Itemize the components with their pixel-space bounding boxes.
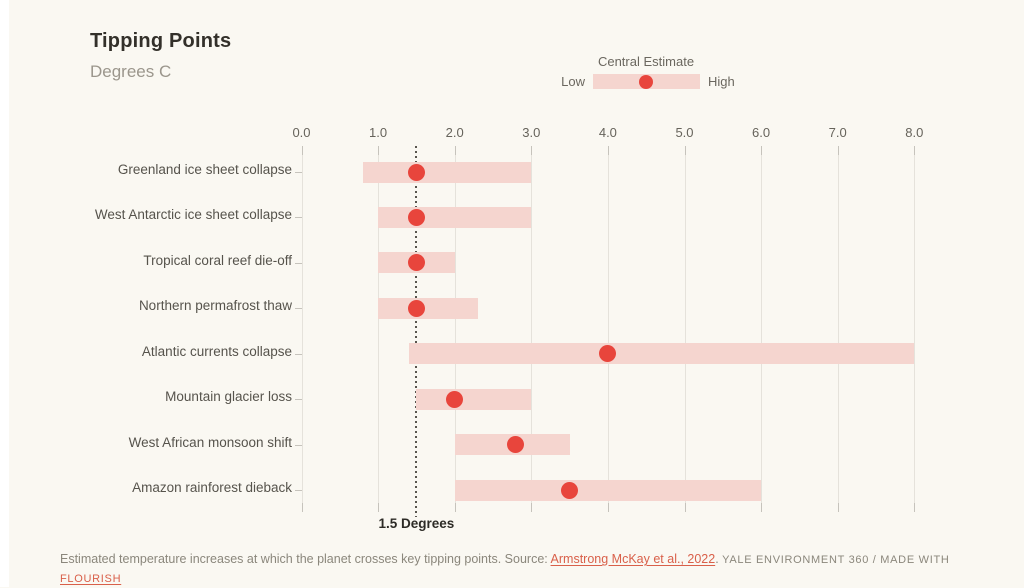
category-tick: [295, 444, 302, 446]
x-axis-tick-label: 1.0: [369, 125, 388, 140]
footer-caption: Estimated temperature increases at which…: [60, 550, 990, 588]
legend-high-label: High: [708, 74, 735, 89]
central-estimate-dot: [599, 345, 617, 363]
gridline: [684, 146, 686, 512]
x-axis-tick-label: 0.0: [292, 125, 311, 140]
category-label: Amazon rainforest dieback: [132, 480, 292, 496]
footer-after-link: .: [715, 552, 723, 566]
x-axis-tick: [837, 146, 839, 155]
central-estimate-dot: [446, 390, 464, 408]
category-label: Tropical coral reef die-off: [143, 252, 292, 268]
category-label: Greenland ice sheet collapse: [117, 162, 292, 177]
range-bar: [362, 161, 532, 183]
gridline: [914, 146, 916, 512]
legend-central-estimate-dot: [639, 75, 653, 89]
category-tick: [295, 217, 302, 219]
central-estimate-dot: [407, 254, 425, 272]
category-tick: [295, 308, 302, 310]
category-tick: [295, 490, 302, 492]
central-estimate-dot: [507, 436, 525, 454]
x-axis-tick-label: 3.0: [522, 125, 541, 140]
x-axis-tick: [301, 146, 303, 155]
central-estimate-dot: [407, 208, 425, 226]
x-axis-tick: [531, 503, 533, 512]
x-axis-tick: [378, 146, 380, 155]
x-axis-tick: [761, 503, 763, 512]
central-estimate-dot: [407, 299, 425, 317]
chart-subtitle: Degrees C: [90, 62, 172, 81]
gridline: [607, 146, 609, 512]
x-axis-tick: [454, 503, 456, 512]
gridline: [837, 146, 839, 512]
category-tick: [295, 262, 302, 264]
flourish-link[interactable]: FLOURISH: [60, 573, 122, 585]
category-label: West African monsoon shift: [128, 434, 292, 450]
category-tick: [295, 172, 302, 173]
x-axis-tick: [914, 146, 916, 155]
x-axis-tick-label: 7.0: [828, 125, 847, 140]
legend-low-label: Low: [561, 74, 585, 89]
x-axis-tick-label: 8.0: [905, 125, 924, 140]
x-axis-tick-label: 4.0: [598, 125, 617, 140]
x-axis-tick: [761, 146, 763, 155]
x-axis-tick-label: 5.0: [675, 125, 694, 140]
chart-title: Tipping Points: [90, 30, 232, 52]
gridline: [378, 146, 380, 512]
x-axis-tick-label: 2.0: [445, 125, 464, 140]
attribution-text: YALE ENVIRONMENT 360 / MADE WITH: [722, 554, 950, 566]
range-bar: [378, 206, 532, 228]
gridline: [301, 146, 303, 512]
x-axis-tick: [607, 503, 609, 512]
x-axis-tick: [684, 503, 686, 512]
x-axis-tick: [914, 503, 916, 512]
category-label: Atlantic currents collapse: [141, 343, 292, 359]
category-label: Mountain glacier loss: [165, 389, 292, 405]
gridline: [531, 146, 533, 512]
category-tick: [295, 353, 302, 355]
threshold-label: 1.5 Degrees: [378, 516, 455, 531]
central-estimate-dot: [407, 163, 425, 181]
range-bar: [408, 343, 915, 365]
range-bar: [454, 479, 762, 501]
footer-text: Estimated temperature increases at which…: [60, 552, 551, 566]
x-axis-tick: [378, 503, 380, 512]
x-axis-tick: [684, 146, 686, 155]
category-label: Northern permafrost thaw: [138, 298, 292, 314]
category-tick: [295, 399, 302, 401]
legend-title: Central Estimate: [597, 54, 695, 69]
gridline: [454, 146, 456, 512]
central-estimate-dot: [561, 481, 579, 499]
threshold-line: [415, 146, 418, 517]
x-axis-tick: [607, 146, 609, 155]
range-bar: [378, 297, 478, 319]
x-axis-tick: [454, 146, 456, 155]
x-axis-tick-label: 6.0: [752, 125, 771, 140]
left-margin-strip: [0, 0, 9, 587]
x-axis-tick: [531, 146, 533, 155]
range-bar: [416, 388, 532, 410]
category-label: West Antarctic ice sheet collapse: [94, 207, 292, 223]
source-link[interactable]: Armstrong McKay et al., 2022: [550, 552, 716, 566]
x-axis-tick: [837, 503, 839, 512]
gridline: [761, 146, 763, 512]
x-axis-tick: [301, 503, 303, 512]
